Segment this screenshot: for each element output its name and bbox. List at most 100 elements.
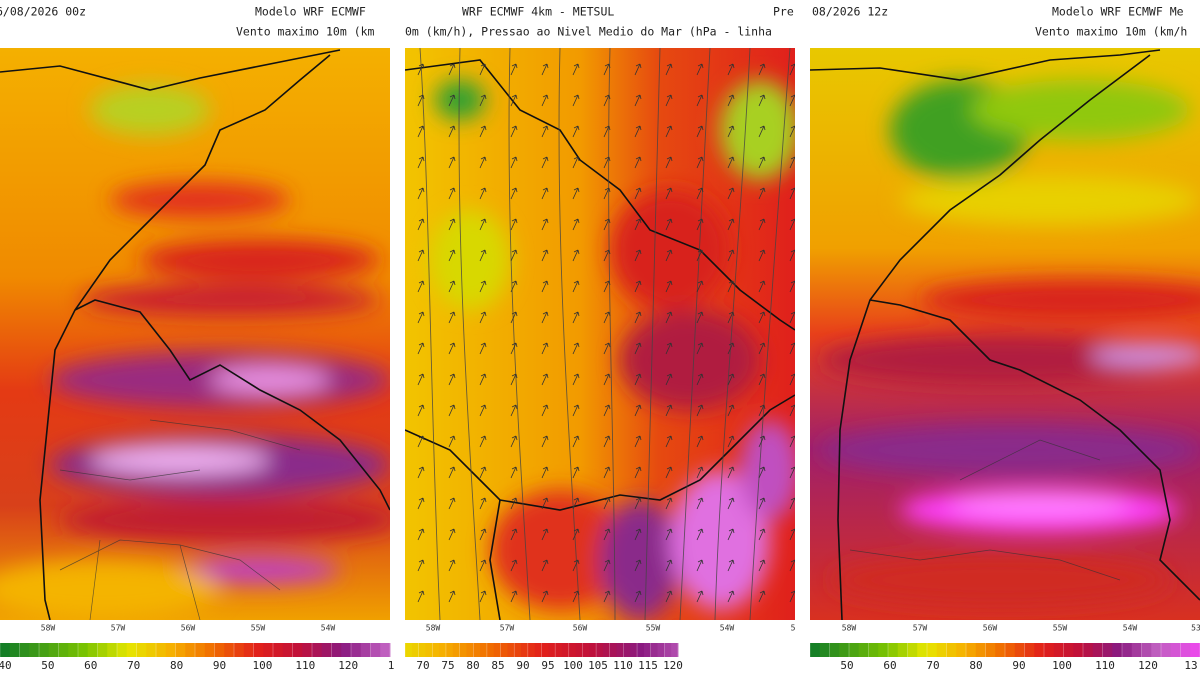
colorbar-cell xyxy=(214,643,225,657)
colorbar-cell xyxy=(630,643,638,657)
colorbar-cell xyxy=(1190,643,1200,657)
wind-arrow xyxy=(448,125,456,138)
colorbar-cell xyxy=(302,643,313,657)
colorbar-label: 110 xyxy=(1095,659,1115,672)
colorbar-cell xyxy=(418,643,426,657)
wind-arrow xyxy=(789,342,795,355)
colorbar-cell xyxy=(439,643,447,657)
wind-arrow xyxy=(541,63,549,76)
wind-arrow xyxy=(572,125,580,138)
wind-arrow xyxy=(417,342,425,355)
colorbar-cell xyxy=(936,643,947,657)
wind-arrow xyxy=(789,590,795,603)
wind-arrow xyxy=(541,218,549,231)
wind-arrow xyxy=(789,373,795,386)
wind-arrow xyxy=(510,218,518,231)
wind-arrow xyxy=(541,404,549,417)
wind-arrow xyxy=(727,249,735,262)
colorbar-label: 50 xyxy=(840,659,853,672)
wind-arrow xyxy=(479,63,487,76)
longitude-label: 58W xyxy=(426,624,441,633)
wind-arrow xyxy=(603,528,611,541)
wind-arrow xyxy=(758,528,766,541)
wind-arrow xyxy=(417,125,425,138)
colorbar-label: 60 xyxy=(883,659,896,672)
colorbar-cell xyxy=(282,643,293,657)
wind-arrow xyxy=(665,156,673,169)
corner-text: Pre xyxy=(773,5,794,19)
longitude-label: 57W xyxy=(500,624,515,633)
wind-arrow xyxy=(479,559,487,572)
model-name: Modelo WRF ECMWF xyxy=(255,5,366,19)
wind-arrow xyxy=(479,342,487,355)
wind-arrow xyxy=(665,559,673,572)
wind-arrow xyxy=(448,466,456,479)
wind-arrow xyxy=(417,373,425,386)
wind-arrow xyxy=(479,218,487,231)
wind-arrow xyxy=(634,94,642,107)
colorbar-cell xyxy=(589,643,597,657)
wind-arrow xyxy=(541,528,549,541)
wind-arrow xyxy=(603,559,611,572)
wind-arrow xyxy=(541,156,549,169)
wind-arrow xyxy=(448,590,456,603)
wind-arrow xyxy=(417,404,425,417)
colorbar-cell xyxy=(507,643,515,657)
longitude-label: 53 xyxy=(1191,624,1200,633)
colorbar-cell xyxy=(616,643,624,657)
colorbar-cell xyxy=(466,643,474,657)
colorbar-cell xyxy=(360,643,371,657)
wind-arrow xyxy=(758,466,766,479)
model-name: Modelo WRF ECMWF Me xyxy=(1052,5,1184,19)
wind-arrow xyxy=(417,249,425,262)
colorbar-cell xyxy=(602,643,611,657)
wind-arrow xyxy=(696,404,704,417)
colorbar-cell xyxy=(1083,643,1094,657)
wind-arrow xyxy=(789,559,795,572)
wind-arrow xyxy=(479,590,487,603)
wind-arrow xyxy=(541,187,549,200)
colorbar-cell xyxy=(541,643,549,657)
colorbar-cell xyxy=(9,643,20,657)
wind-arrow xyxy=(541,466,549,479)
wind-arrow xyxy=(572,218,580,231)
wind-arrow xyxy=(665,590,673,603)
colorbar-cell xyxy=(500,643,508,657)
wind-arrow xyxy=(572,280,580,293)
wind-arrow xyxy=(758,94,766,107)
gutter xyxy=(390,0,405,675)
colorbar-cell xyxy=(380,643,391,657)
wind-arrow xyxy=(448,156,456,169)
wind-arrow xyxy=(479,404,487,417)
colorbar-cell xyxy=(1122,643,1133,657)
colorbar-cell xyxy=(1005,643,1016,657)
wind-arrow xyxy=(665,218,673,231)
wind-arrow xyxy=(510,280,518,293)
wind-arrow xyxy=(510,125,518,138)
wind-arrow xyxy=(696,559,704,572)
colorbar-cell xyxy=(341,643,352,657)
wind-arrow xyxy=(727,218,735,231)
colorbar-cell xyxy=(1053,643,1064,657)
wind-arrow xyxy=(448,373,456,386)
wind-arrow xyxy=(417,497,425,510)
longitude-label: 55W xyxy=(251,624,266,633)
wind-arrow xyxy=(727,528,735,541)
wind-arrow xyxy=(603,342,611,355)
wind-arrow xyxy=(572,311,580,324)
colorbar-cell xyxy=(68,643,79,657)
colorbar-label: 90 xyxy=(516,659,529,672)
wind-arrow xyxy=(758,218,766,231)
wind-arrow xyxy=(510,497,518,510)
wind-arrow xyxy=(758,404,766,417)
wind-arrow xyxy=(541,342,549,355)
colorbar-label: 105 xyxy=(588,659,608,672)
wind-arrow xyxy=(572,497,580,510)
wind-arrow xyxy=(448,559,456,572)
colorbar-cell xyxy=(1063,643,1074,657)
wind-arrow xyxy=(758,249,766,262)
colorbar-cell xyxy=(810,643,821,657)
colorbar-cell xyxy=(156,643,167,657)
wind-arrow xyxy=(758,435,766,448)
colorbar-cell xyxy=(204,643,215,657)
